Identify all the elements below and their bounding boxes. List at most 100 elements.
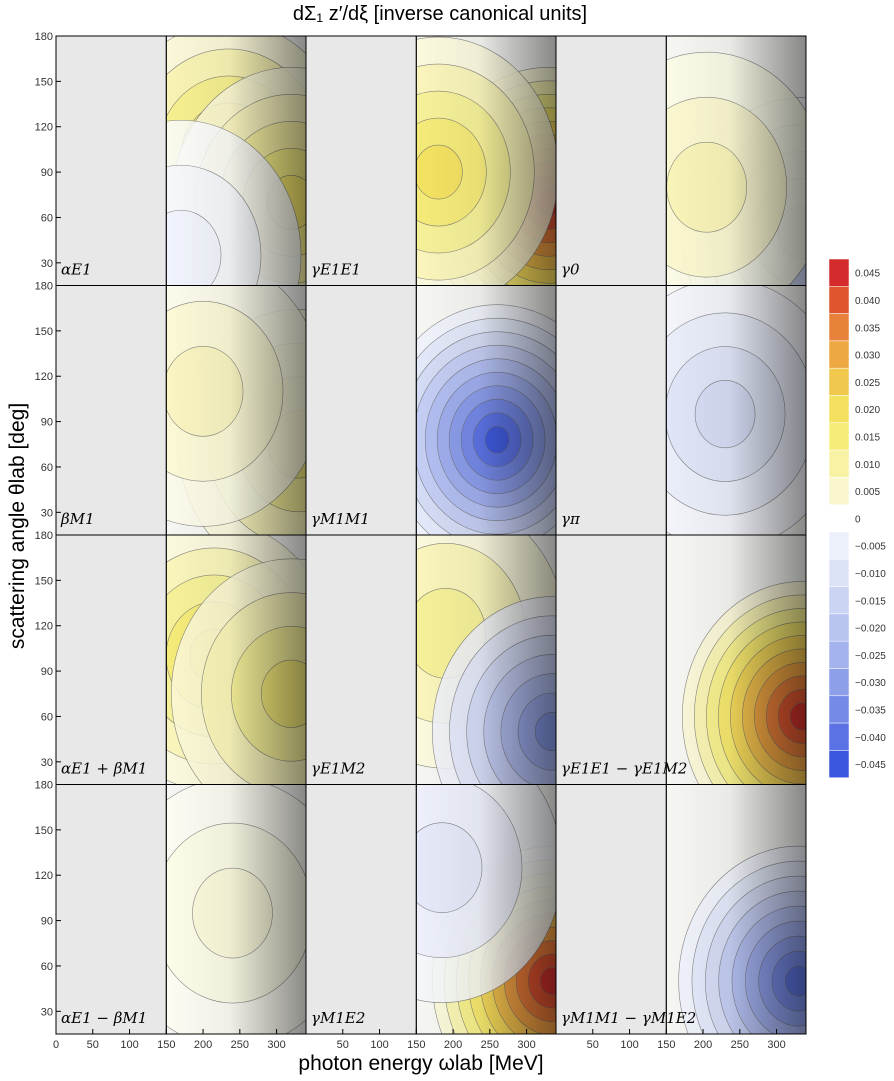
panel: γπ (555, 285, 807, 536)
y-tick-label: 60 (41, 711, 53, 723)
panel: γM1M1 − γM1E2 (555, 784, 807, 1035)
x-tick-label: 150 (657, 1039, 675, 1051)
colorbar-swatch (828, 422, 850, 451)
x-tick-label: 300 (267, 1039, 285, 1051)
colorbar-label: 0.020 (855, 405, 880, 416)
panel: γE1E1 (305, 35, 557, 286)
colorbar-swatch (828, 613, 850, 642)
chart-title: dΣ₁ z′/dξ [inverse canonical units] (293, 3, 587, 25)
x-tick-label: 150 (407, 1039, 425, 1051)
panel-frame (555, 784, 807, 1035)
colorbar-label: −0.005 (855, 542, 886, 553)
panel-label: γE1E1 − γE1M2 (561, 760, 687, 778)
energy-shading (166, 535, 306, 785)
axes-layer: 30 60 90 120 150 180 30 60 90 120 150 180 30 60 90 120 1… (35, 31, 786, 1051)
colorbar-swatch (828, 668, 850, 697)
panel: γE1M2 (305, 534, 557, 785)
colorbar-swatch (828, 395, 850, 424)
colorbar-label: 0.025 (855, 378, 880, 389)
panel-label: γπ (561, 510, 581, 528)
y-tick-label: 30 (41, 507, 53, 519)
energy-shading (666, 535, 806, 785)
x-tick-label: 200 (444, 1039, 462, 1051)
x-tick-label: 200 (694, 1039, 712, 1051)
energy-shading (416, 36, 556, 286)
panel: αE1 − βM1 (55, 784, 307, 1035)
x-tick-label: 50 (337, 1039, 349, 1051)
colorbar-swatch (828, 504, 850, 533)
colorbar-label: −0.030 (855, 678, 886, 689)
panel-label: γ0 (561, 261, 580, 279)
panel: γM1M1 (305, 285, 557, 536)
excluded-region (56, 36, 167, 286)
excluded-region (306, 535, 417, 785)
panels-layer: αE1 γE1E1 γ0 βM1 γM1M1 γπ αE1 + βM1 γE1M2 γE1E1 … (55, 35, 807, 1035)
y-tick-label: 150 (35, 825, 53, 837)
energy-shading (166, 285, 306, 535)
x-tick-label: 100 (620, 1039, 638, 1051)
energy-shading (666, 285, 806, 535)
x-tick-label: 200 (194, 1039, 212, 1051)
y-tick-label: 60 (41, 961, 53, 973)
y-tick-label: 180 (35, 780, 53, 792)
energy-shading (416, 285, 556, 535)
colorbar-swatch (828, 258, 850, 287)
energy-shading (166, 36, 306, 286)
colorbar-swatch (828, 313, 850, 342)
colorbar-swatch (828, 449, 850, 478)
excluded-region (556, 285, 667, 535)
panel-label: γE1E1 (311, 261, 361, 279)
x-tick-label: 100 (120, 1039, 138, 1051)
colorbar-label: 0.010 (855, 460, 880, 471)
colorbar-label: −0.025 (855, 651, 886, 662)
panel-label: αE1 (61, 261, 92, 279)
colorbar-swatch (828, 750, 850, 778)
y-tick-label: 90 (41, 167, 53, 179)
colorbar-swatch (828, 640, 850, 669)
x-axis-label: photon energy ωlab [MeV] (298, 1052, 543, 1075)
panel: γE1E1 − γE1M2 (555, 534, 807, 785)
y-tick-label: 60 (41, 462, 53, 474)
y-tick-label: 150 (35, 76, 53, 88)
y-tick-label: 180 (35, 530, 53, 542)
colorbar-label: 0 (855, 514, 861, 525)
excluded-region (306, 784, 417, 1034)
excluded-region (56, 535, 167, 785)
panel: αE1 + βM1 (55, 534, 307, 785)
colorbar-label: −0.035 (855, 705, 886, 716)
colorbar-label: 0.045 (855, 269, 880, 280)
y-tick-label: 30 (41, 258, 53, 270)
colorbar-label: 0.030 (855, 351, 880, 362)
colorbar-label: −0.020 (855, 624, 886, 635)
y-tick-label: 120 (35, 122, 53, 134)
y-tick-label: 60 (41, 212, 53, 224)
colorbar-swatch (828, 477, 850, 505)
panel: βM1 (55, 285, 307, 536)
x-tick-label: 300 (517, 1039, 535, 1051)
excluded-region (556, 784, 667, 1034)
x-tick-label: 300 (767, 1039, 785, 1051)
panel-label: αE1 + βM1 (61, 760, 147, 778)
energy-shading (166, 784, 306, 1034)
colorbar-swatch (828, 722, 850, 751)
y-tick-label: 90 (41, 417, 53, 429)
y-axis-label: scattering angle θlab [deg] (6, 403, 29, 649)
x-tick-label: 250 (481, 1039, 499, 1051)
panel-label: γM1M1 − γM1E2 (561, 1009, 696, 1027)
colorbar-label: 0.035 (855, 323, 880, 334)
energy-shading (416, 784, 556, 1034)
energy-shading (666, 784, 806, 1034)
panel-label: γE1M2 (311, 760, 365, 778)
colorbar-swatch (828, 695, 850, 724)
y-tick-label: 150 (35, 575, 53, 587)
panel: αE1 (55, 35, 307, 286)
excluded-region (56, 285, 167, 535)
excluded-region (56, 784, 167, 1034)
colorbar-swatch (828, 586, 850, 615)
y-tick-label: 120 (35, 621, 53, 633)
colorbar-label: 0.040 (855, 296, 880, 307)
panel: γ0 (555, 35, 807, 286)
colorbar-swatch (828, 531, 850, 560)
excluded-region (306, 36, 417, 286)
